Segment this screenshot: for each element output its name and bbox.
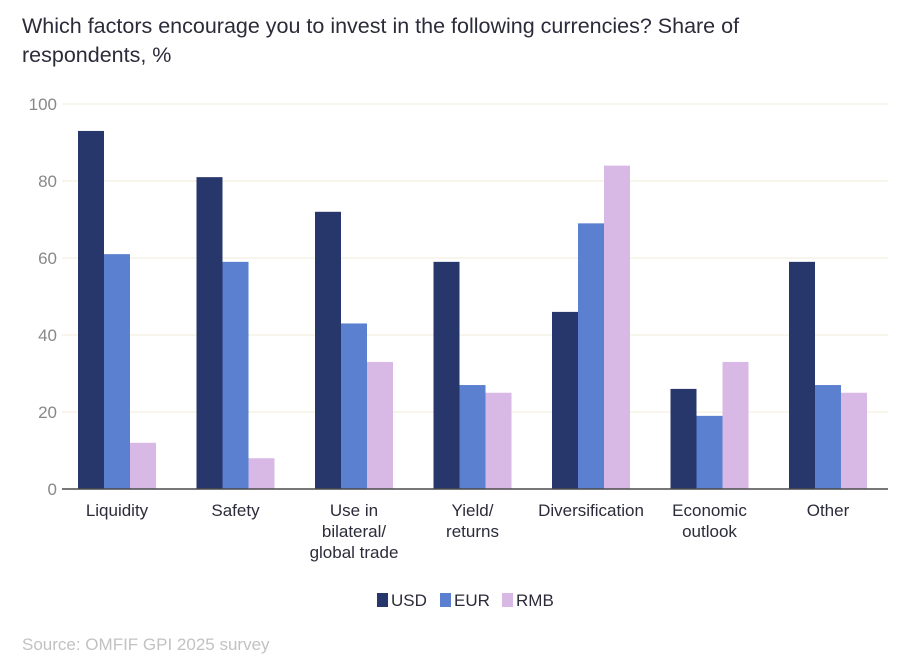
legend-swatch-usd: [377, 593, 388, 607]
y-tick-label: 20: [38, 403, 57, 422]
x-tick-label: Other: [807, 501, 850, 520]
bar-usd-6: [789, 261, 815, 489]
gridlines: [62, 103, 888, 413]
bar-usd-1: [196, 177, 223, 489]
bar-rmb-4: [604, 165, 630, 489]
bars: [78, 130, 867, 490]
y-tick-label: 60: [38, 249, 57, 268]
bar-usd-5: [670, 388, 697, 489]
y-tick-label: 100: [29, 95, 57, 114]
legend-swatch-eur: [440, 593, 451, 607]
x-tick-label: Economic: [672, 501, 747, 520]
bar-usd-4: [552, 311, 578, 489]
y-tick-label: 0: [48, 480, 57, 499]
bar-eur-1: [222, 261, 249, 489]
legend: USD EUR RMB: [377, 591, 554, 610]
bar-eur-3: [459, 385, 486, 489]
bar-rmb-2: [367, 361, 393, 489]
bar-rmb-1: [248, 458, 275, 489]
chart-title-line-1: Which factors encourage you to invest in…: [22, 14, 740, 38]
source-note: Source: OMFIF GPI 2025 survey: [22, 635, 270, 654]
bar-rmb-0: [130, 442, 156, 489]
bar-rmb-3: [485, 392, 512, 489]
x-tick-label: global trade: [310, 543, 399, 562]
legend-label: EUR: [454, 591, 490, 610]
x-tick-label: Liquidity: [86, 501, 149, 520]
bar-eur-5: [696, 415, 723, 489]
bar-rmb-5: [722, 361, 749, 489]
x-tick-label: bilateral/: [322, 522, 387, 541]
legend-swatch-rmb: [502, 593, 513, 607]
bar-eur-0: [104, 254, 130, 489]
bar-rmb-6: [841, 392, 867, 489]
x-axis-labels: Liquidity Safety Use in bilateral/global tr…: [86, 501, 850, 562]
x-tick-label: Diversification: [538, 501, 644, 520]
bar-usd-3: [433, 261, 460, 489]
bar-usd-2: [315, 211, 341, 490]
x-tick-label: Safety: [211, 501, 260, 520]
bar-eur-2: [341, 323, 367, 489]
x-tick-label: Yield/: [452, 501, 494, 520]
legend-label: RMB: [516, 591, 554, 610]
chart-title: Which factors encourage you to invest in…: [22, 12, 882, 70]
legend-label: USD: [391, 591, 427, 610]
x-tick-label: Use in: [330, 501, 378, 520]
chart-title-line-2: respondents, %: [22, 43, 172, 67]
y-tick-label: 40: [38, 326, 57, 345]
bar-eur-4: [578, 223, 604, 489]
bar-usd-0: [78, 130, 104, 489]
x-tick-label: outlook: [682, 522, 737, 541]
y-axis-ticks: 0 20 40 60 80 100: [29, 95, 57, 499]
bar-eur-6: [815, 385, 841, 489]
x-tick-label: returns: [446, 522, 499, 541]
y-tick-label: 80: [38, 172, 57, 191]
